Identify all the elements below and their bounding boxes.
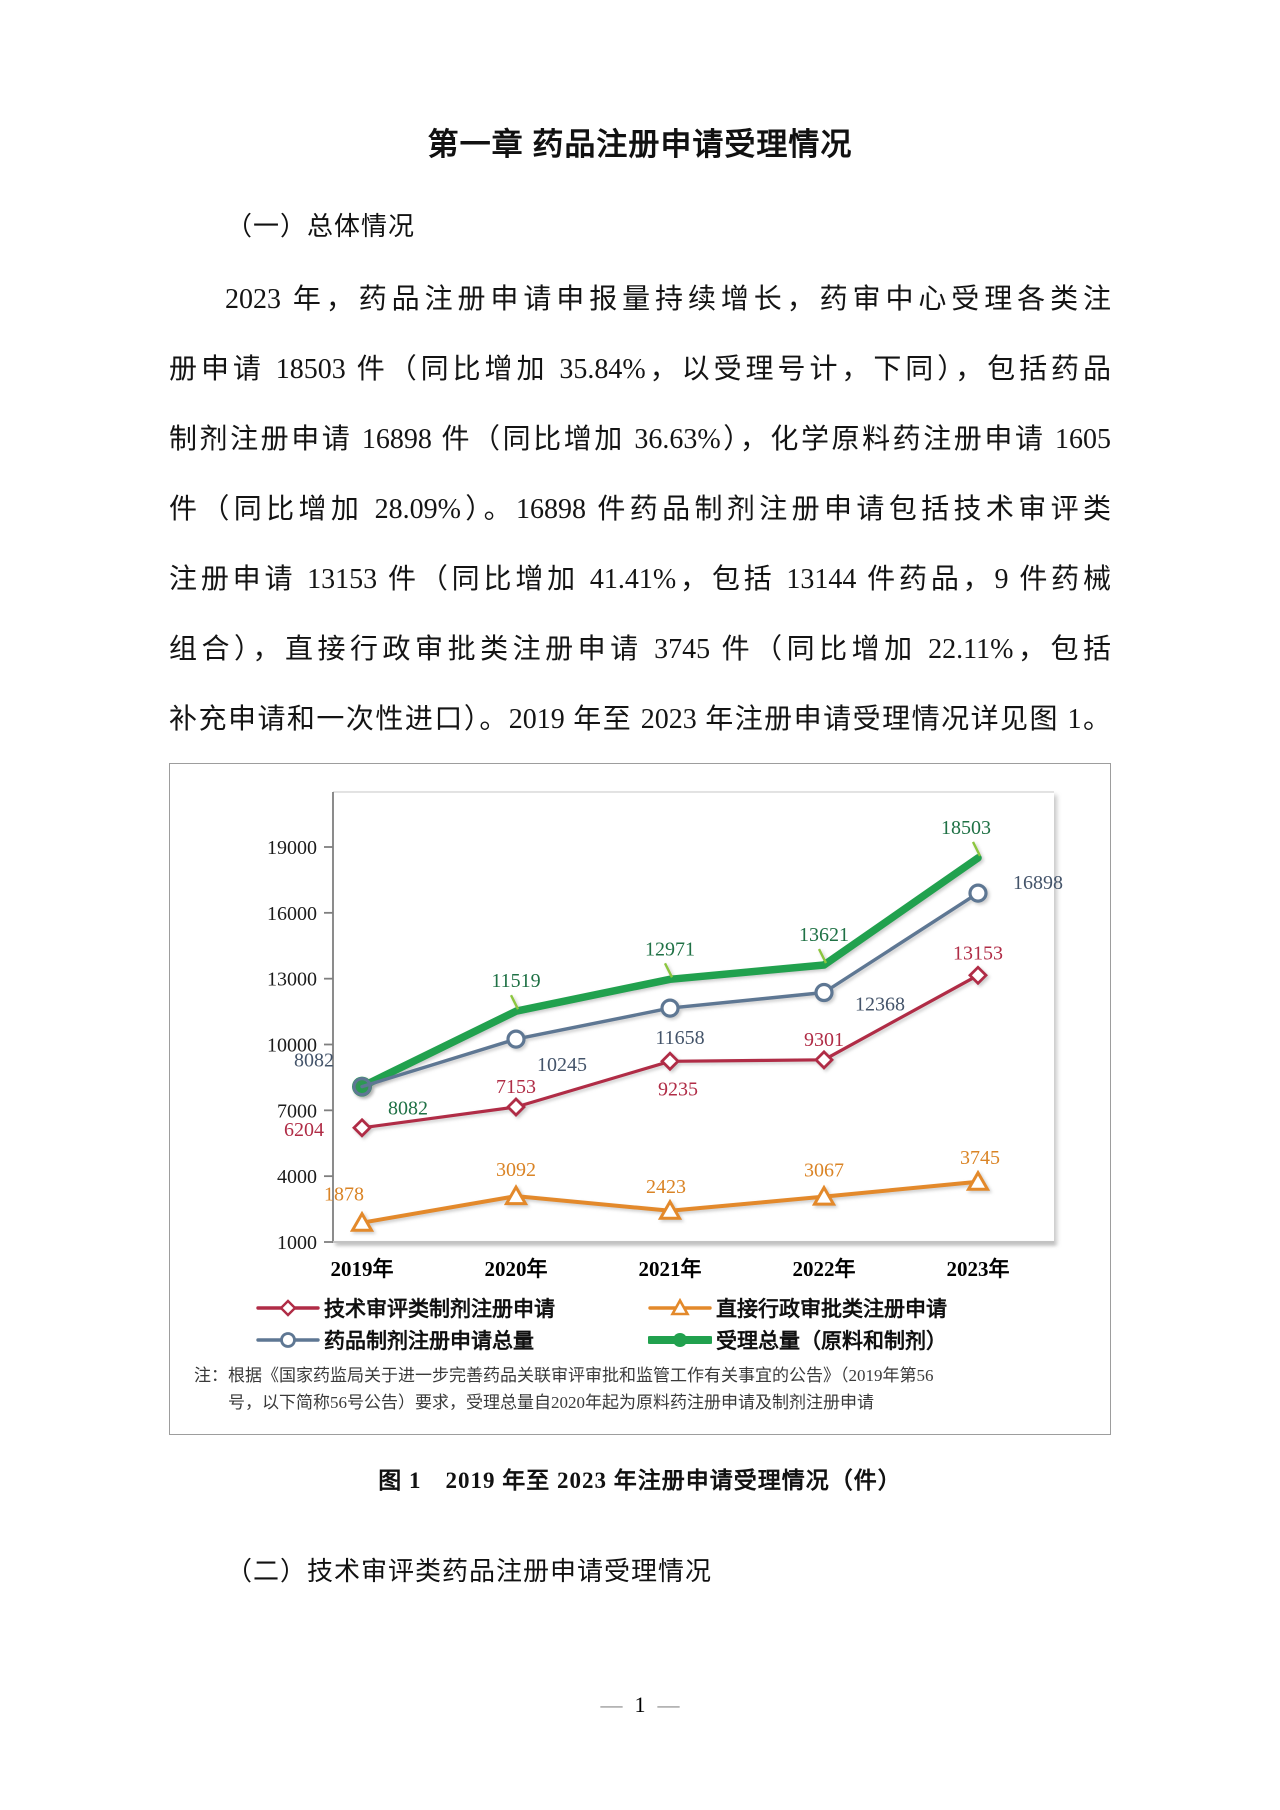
circle-marker <box>660 998 680 1018</box>
data-label: 7153 <box>496 1076 536 1098</box>
page-number: — 1 — <box>169 1692 1111 1718</box>
diamond-marker <box>968 965 988 986</box>
figure-caption: 图 1 2019 年至 2023 年注册申请受理情况（件） <box>378 1468 902 1494</box>
label-leader <box>971 841 982 857</box>
circle-marker <box>506 1029 526 1049</box>
data-label: 18503 <box>941 817 991 839</box>
legend-swatch-diamond-icon <box>256 1299 320 1317</box>
diamond-marker <box>352 1117 372 1138</box>
x-tick-label: 2023年 <box>947 1257 1010 1281</box>
series-slate <box>352 883 988 1097</box>
series-orange <box>349 1169 991 1232</box>
legend-dot <box>673 1333 687 1348</box>
data-label: 10245 <box>537 1054 587 1076</box>
data-label: 13153 <box>953 942 1003 964</box>
legend-circle <box>280 1332 296 1348</box>
label-leader <box>663 962 674 978</box>
legend-triangle <box>670 1298 690 1316</box>
diamond-marker <box>660 1051 680 1072</box>
data-label: 8082 <box>294 1050 334 1072</box>
legend-swatch-circle-icon <box>256 1332 320 1348</box>
y-tick-label: 4000 <box>277 1166 317 1188</box>
data-label: 9301 <box>804 1029 844 1051</box>
page-title: 第一章 药品注册申请受理情况 <box>427 127 853 162</box>
chart-legend: 技术审评类制剂注册申请 直接行政审批类注册申请药品制剂注册申请总量 受理总量（原料和… <box>170 1294 1110 1354</box>
data-label: 3745 <box>960 1147 1000 1169</box>
legend-label: 受理总量（原料和制剂） <box>716 1329 947 1354</box>
data-label: 12971 <box>645 938 695 960</box>
x-tick-label: 2019年 <box>331 1257 394 1281</box>
series-labels-slate: 8082 10245 11658 12368 16898 <box>294 872 1063 1076</box>
line-chart: 1000 4000 7000 10000 13000 16000 19000 2019年 202… <box>267 791 1063 1281</box>
legend-swatch-dot-icon <box>648 1333 712 1348</box>
y-tick-label: 7000 <box>277 1100 317 1122</box>
triangle-marker <box>349 1210 375 1232</box>
figure-1-chart: 1000 4000 7000 10000 13000 16000 19000 2019年 202… <box>169 763 1111 1436</box>
data-label: 3067 <box>804 1160 844 1182</box>
legend-item-red: 技术审评类制剂注册申请 <box>256 1294 648 1322</box>
series-labels-orange: 1878 3092 2423 3067 3745 <box>324 1147 1000 1206</box>
x-tick-label: 2021年 <box>639 1257 702 1281</box>
triangle-marker <box>503 1184 529 1206</box>
section-heading-2: （二）技术审评类药品注册申请受理情况 <box>226 1557 713 1587</box>
legend-swatch-triangle-icon <box>648 1298 712 1316</box>
series-red <box>352 965 988 1138</box>
legend-item-slate: 药品制剂注册申请总量 <box>256 1326 648 1354</box>
series-labels-red: 6204 7153 9235 9301 13153 <box>284 942 1003 1140</box>
series-labels-green: 8082 11519 12971 13621 18503 <box>388 817 991 1120</box>
series-line-green <box>358 854 982 1091</box>
circle-marker <box>968 883 988 903</box>
paragraph-line: 件（同比增加 28.09%）。16898 件药品制剂注册申请包括技术审评类 <box>169 494 1111 526</box>
circle-marker <box>814 983 834 1003</box>
data-label: 3092 <box>496 1159 536 1181</box>
legend-label: 药品制剂注册申请总量 <box>324 1329 534 1354</box>
legend-diamond <box>279 1299 297 1317</box>
diamond-marker <box>814 1049 834 1070</box>
x-tick-label: 2020年 <box>485 1257 548 1281</box>
section-heading-1: （一）总体情况 <box>226 212 416 242</box>
x-tick-label: 2022年 <box>793 1257 856 1281</box>
paragraph-line: 册申请 18503 件（同比增加 35.84%，以受理号计，下同），包括药品 <box>169 354 1111 386</box>
y-tick-label: 13000 <box>267 969 317 991</box>
circle-marker <box>352 1077 372 1097</box>
document-page: 第一章 药品注册申请受理情况 （一）总体情况 2023 年，药品注册申请申报量持… <box>169 0 1111 1718</box>
paragraph-line: 补充申请和一次性进口）。2019 年至 2023 年注册申请受理情况详见图 1。 <box>169 704 1111 736</box>
paragraph-line: 2023 年，药品注册申请申报量持续增长，药审中心受理各类注 <box>225 284 1111 316</box>
data-label: 11658 <box>655 1027 704 1049</box>
triangle-marker <box>965 1169 991 1191</box>
footer-number: 1 <box>634 1692 646 1718</box>
footer-dash: — <box>600 1692 623 1718</box>
y-tick-label: 16000 <box>267 903 317 925</box>
chart-note: 注：根据《国家药监局关于进一步完善药品关联审评审批和监管工作有关事宜的公告》（2… <box>170 1362 1110 1416</box>
triangle-marker <box>811 1184 837 1206</box>
legend-label: 技术审评类制剂注册申请 <box>324 1297 555 1322</box>
paragraph-line: 注册申请 13153 件（同比增加 41.41%，包括 13144 件药品，9 … <box>169 564 1111 596</box>
plot-area <box>333 792 1054 1243</box>
triangle-marker <box>657 1198 683 1220</box>
diamond-marker <box>506 1097 526 1118</box>
paragraph-line: 组合），直接行政审批类注册申请 3745 件（同比增加 22.11%，包括 <box>169 634 1111 666</box>
legend-item-green: 受理总量（原料和制剂） <box>648 1326 1110 1354</box>
legend-item-orange: 直接行政审批类注册申请 <box>648 1294 1110 1322</box>
data-label: 16898 <box>1013 872 1063 894</box>
body-paragraph: 2023 年，药品注册申请申报量持续增长，药审中心受理各类注 册申请 18503… <box>169 265 1111 755</box>
footer-dash: — <box>657 1692 680 1718</box>
data-label: 12368 <box>855 994 905 1016</box>
y-tick-label: 10000 <box>267 1035 317 1057</box>
data-label: 13621 <box>799 924 849 946</box>
label-leader <box>817 948 828 964</box>
data-label: 11519 <box>491 970 540 992</box>
y-tick-label: 1000 <box>277 1232 317 1254</box>
data-label: 2423 <box>646 1176 686 1198</box>
label-leader <box>509 994 520 1010</box>
data-label: 1878 <box>324 1184 364 1206</box>
y-tick-label: 19000 <box>267 837 317 859</box>
data-label: 8082 <box>388 1098 428 1120</box>
data-label: 9235 <box>658 1078 698 1100</box>
chart-note-line: 号，以下简称56号公告）要求，受理总量自2020年起为原料药注册申请及制剂注册申… <box>228 1393 874 1413</box>
legend-label: 直接行政审批类注册申请 <box>716 1297 947 1322</box>
chart-note-line: 注：根据《国家药监局关于进一步完善药品关联审评审批和监管工作有关事宜的公告》（2… <box>194 1366 934 1386</box>
data-label: 6204 <box>284 1119 324 1141</box>
paragraph-line: 制剂注册申请 16898 件（同比增加 36.63%），化学原料药注册申请 16… <box>169 424 1111 456</box>
